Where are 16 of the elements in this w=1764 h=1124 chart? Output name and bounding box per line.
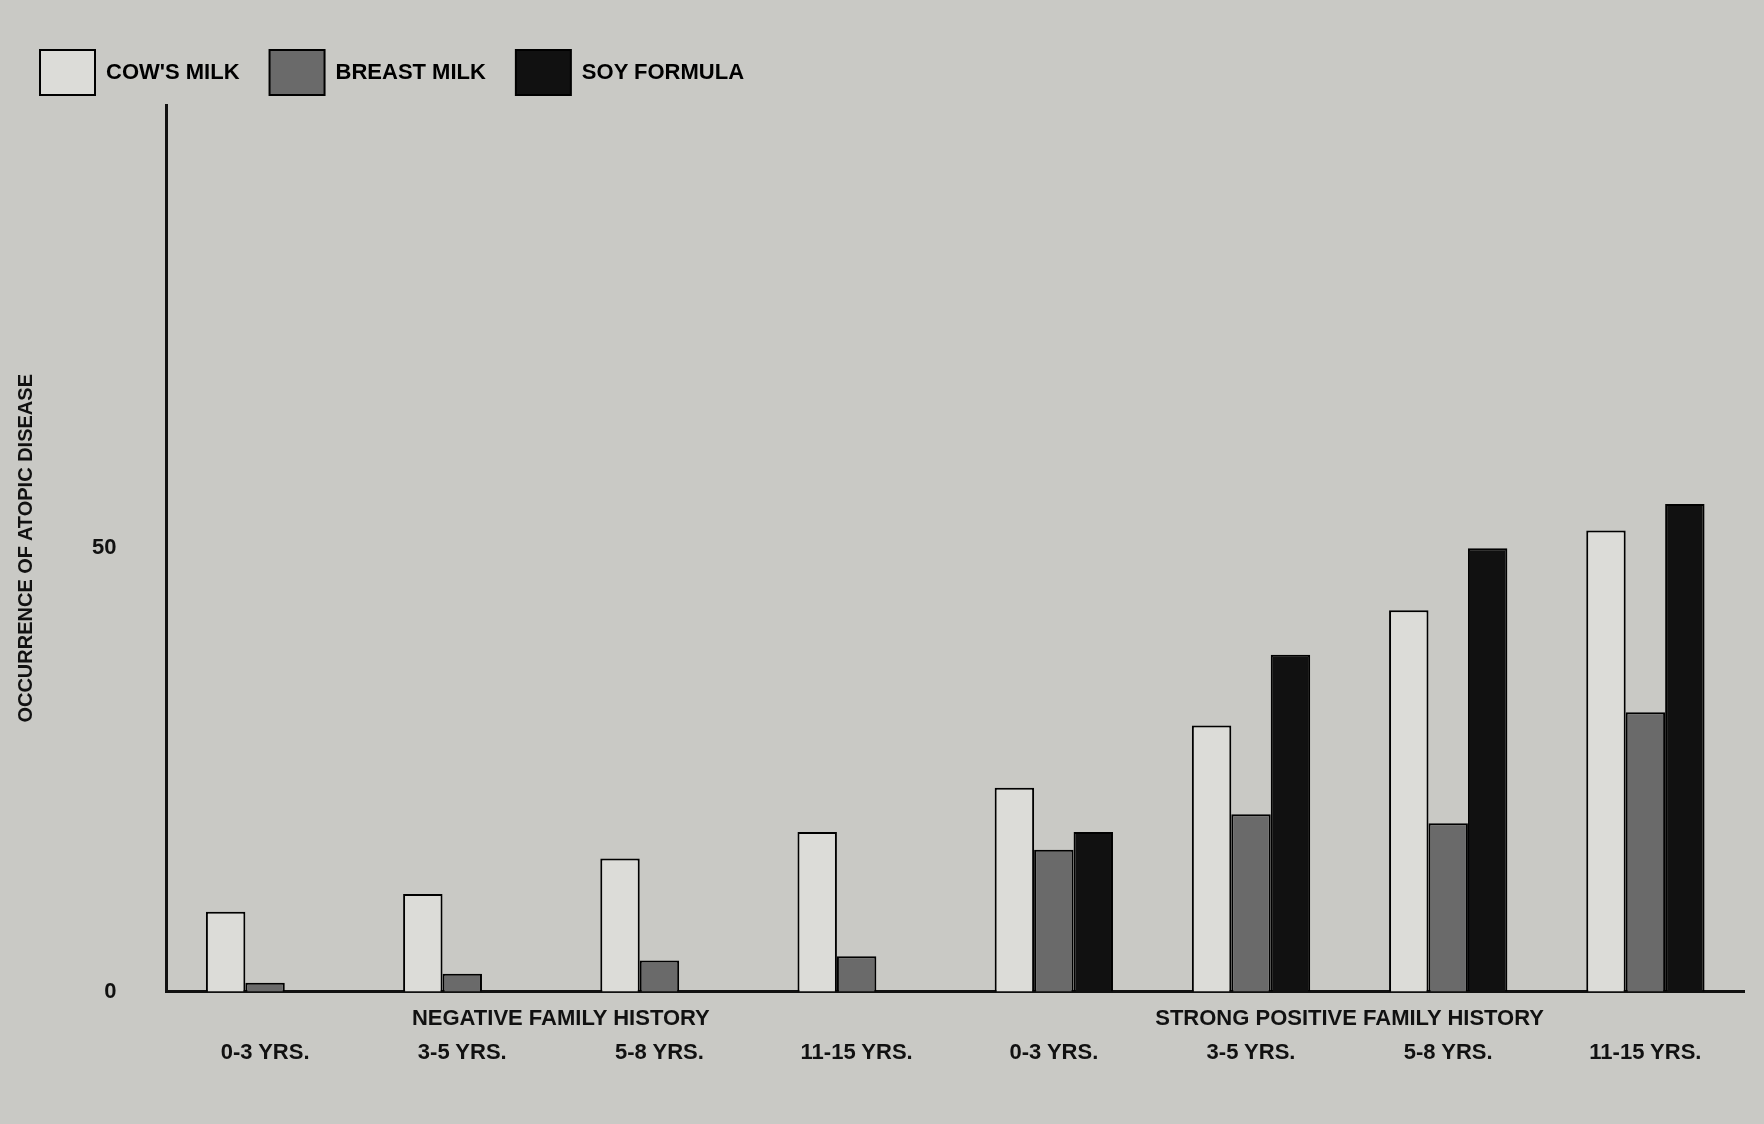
y-tick-label: 50 bbox=[91, 534, 117, 560]
text: NEGATIVE FAMILY HISTORY bbox=[411, 1004, 711, 1030]
x-tick-label: 0-3 YRS. bbox=[1009, 1038, 1099, 1064]
text: STRONG POSITIVE FAMILY HISTORY bbox=[1155, 1004, 1545, 1030]
legend-label: COW'S MILK bbox=[106, 58, 240, 84]
legend-label: BREAST MILK bbox=[335, 58, 486, 84]
x-tick-label: 0-3 YRS. bbox=[220, 1038, 310, 1064]
x-tick-label: 11-15 YRS. bbox=[1589, 1038, 1702, 1064]
x-tick-label: 3-5 YRS. bbox=[417, 1038, 507, 1064]
x-tick-label: 5-8 YRS. bbox=[1403, 1038, 1493, 1064]
y-tick-label: 0 bbox=[104, 977, 117, 1003]
y-axis-title: OCCURRENCE OF ATOPIC DISEASE bbox=[13, 374, 36, 723]
legend-label: SOY FORMULA bbox=[581, 58, 745, 84]
x-tick-label: 5-8 YRS. bbox=[615, 1038, 704, 1064]
x-tick-label: 11-15 YRS. bbox=[800, 1038, 913, 1064]
x-tick-label: 3-5 YRS. bbox=[1206, 1038, 1296, 1064]
